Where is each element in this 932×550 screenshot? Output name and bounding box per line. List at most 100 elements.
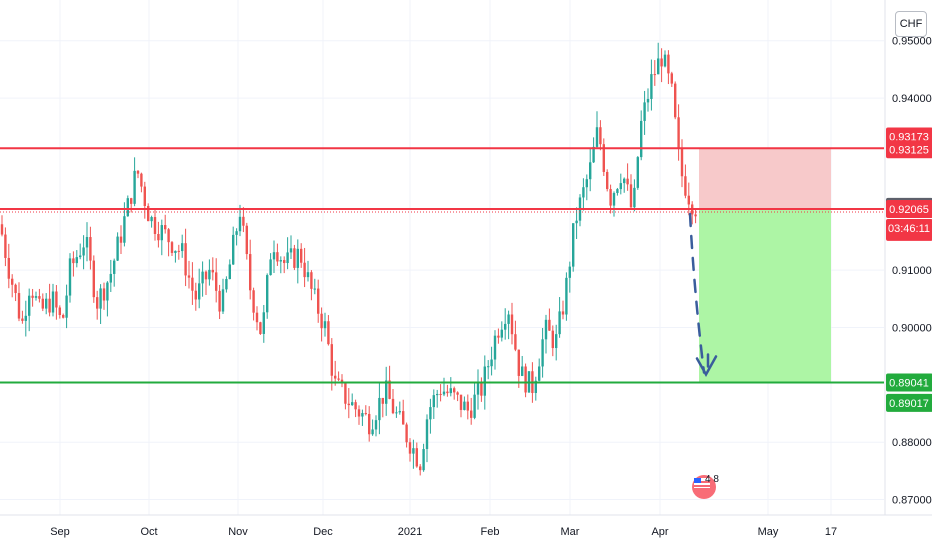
candle-body — [272, 252, 276, 260]
grid — [0, 0, 884, 515]
candle-body — [337, 378, 340, 380]
candle-body — [555, 334, 558, 349]
candle-body — [575, 220, 578, 224]
candle-body — [330, 344, 333, 376]
candle-body — [544, 319, 548, 340]
candle-body — [204, 271, 208, 280]
candle-body — [181, 243, 184, 252]
x-tick-label: 17 — [825, 526, 837, 538]
candle-body — [96, 297, 99, 309]
candle-body — [684, 176, 687, 196]
candle-body — [109, 273, 112, 283]
candle-body — [422, 449, 425, 471]
price-label-box — [886, 219, 932, 238]
candle-body — [252, 290, 255, 313]
price-axis[interactable]: 0.95000 0.94000 0.91000 0.90000 0.88000 0.870… — [884, 0, 932, 515]
candle-body — [558, 311, 561, 335]
candle-body — [640, 120, 643, 158]
y-tick-label: 0.95000 — [892, 36, 932, 48]
candle-body — [476, 382, 480, 395]
candle-body — [456, 392, 459, 395]
candle-body — [68, 258, 72, 296]
candle-body — [150, 217, 153, 222]
candle-body — [334, 375, 337, 379]
candle-body — [259, 322, 262, 334]
candle-body — [364, 413, 367, 415]
candle-body — [490, 359, 493, 367]
candle-body — [507, 314, 510, 324]
candle-body — [405, 424, 408, 443]
candle-body — [510, 314, 514, 335]
candle-body — [7, 257, 10, 279]
candle-body — [255, 312, 259, 323]
candle-body — [130, 198, 133, 204]
candle-body — [483, 366, 486, 396]
candle-body — [572, 223, 575, 267]
horizontal-levels[interactable] — [0, 147, 884, 384]
candle-body — [650, 74, 653, 99]
candle-body — [565, 277, 568, 315]
candle-body — [436, 393, 439, 396]
candle-body — [357, 409, 361, 417]
candle-body — [429, 407, 432, 420]
x-tick-label: Sep — [50, 526, 70, 538]
candle-body — [402, 411, 405, 425]
candle-body — [147, 205, 150, 222]
candle-body — [374, 420, 378, 430]
candle-body — [327, 321, 330, 345]
stop-loss-zone — [699, 148, 831, 210]
candle-body — [174, 250, 177, 253]
time-axis[interactable]: Sep Oct Nov Dec 2021 Feb Mar Apr May 17 — [0, 514, 932, 538]
candle-body — [473, 394, 476, 418]
candle-body — [194, 290, 197, 300]
candle-body — [459, 394, 463, 410]
candle-body — [612, 193, 616, 206]
x-tick-label: Feb — [481, 526, 500, 538]
candle-body — [208, 269, 211, 280]
projection-dashed-line — [688, 212, 706, 374]
candles — [0, 42, 697, 476]
candle-body — [65, 295, 68, 318]
candle-body — [303, 262, 306, 278]
candle-body — [657, 58, 660, 75]
candle-body — [14, 284, 17, 294]
candle-body — [215, 272, 218, 291]
candle-body — [629, 184, 633, 208]
currency-label[interactable]: CHF — [895, 11, 927, 37]
candle-body — [391, 398, 395, 414]
candle-body — [310, 272, 313, 289]
y-tick-label: 0.87000 — [892, 495, 932, 507]
candle-body — [283, 260, 286, 264]
candle-body — [344, 383, 347, 404]
price-label: 0.92065 — [889, 204, 929, 216]
candle-body — [500, 329, 503, 338]
candle-body — [119, 236, 123, 243]
candle-body — [228, 264, 231, 280]
candle-body — [0, 224, 4, 235]
candle-body — [75, 257, 78, 264]
candle-body — [72, 258, 75, 264]
candle-body — [221, 289, 225, 312]
candle-body — [541, 339, 544, 367]
candle-body — [245, 225, 248, 255]
candle-body — [34, 296, 38, 298]
x-tick-label: 2021 — [398, 526, 422, 538]
candle-body — [184, 243, 187, 276]
candle-body — [143, 186, 146, 206]
candle-body — [296, 248, 299, 268]
candle-body — [415, 448, 418, 467]
candle-body — [425, 419, 429, 450]
candle-body — [160, 225, 163, 241]
flag-rect — [694, 478, 710, 488]
candle-body — [62, 315, 65, 318]
candle-body — [378, 397, 381, 421]
x-tick-label: Dec — [313, 526, 333, 538]
candle-body — [211, 269, 214, 273]
candle-body — [17, 293, 21, 319]
candle-body — [28, 295, 31, 316]
events-flag-icon[interactable]: 4 8 — [692, 474, 719, 499]
price-label: 0.89017 — [889, 398, 929, 410]
projection-arrow-head — [695, 355, 718, 378]
y-tick-label: 0.94000 — [892, 93, 932, 105]
